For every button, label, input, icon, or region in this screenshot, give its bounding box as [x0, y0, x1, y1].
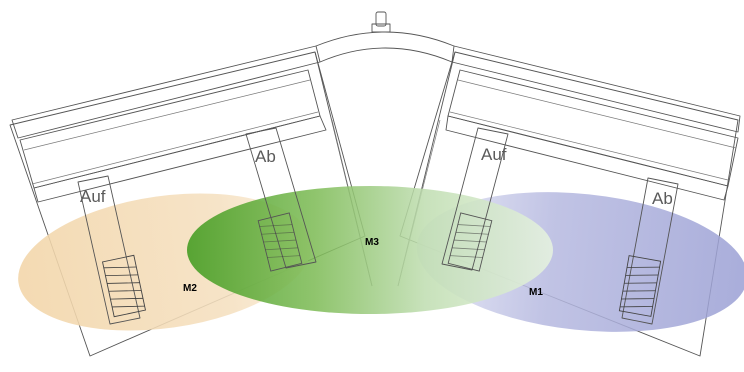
- left-inner-handle-label: Ab: [255, 147, 276, 166]
- right-ledge: [445, 115, 729, 201]
- left-inner-handle: [245, 127, 317, 272]
- zone-m3-label: M3: [365, 237, 379, 248]
- right-outer-handle: [618, 177, 679, 325]
- hinge-arc-outer: [315, 31, 455, 47]
- zone-m3-ellipse: [187, 186, 553, 314]
- top-connector: [375, 11, 387, 27]
- right-top-rail: [451, 45, 741, 133]
- zone-m2-label: M2: [183, 283, 197, 294]
- right-outer-handle-label: Ab: [652, 189, 673, 208]
- left-recess: [19, 69, 321, 189]
- left-outer-handle-label: Auf: [80, 187, 106, 206]
- zone-m1-label: M1: [529, 287, 543, 298]
- left-ledge: [33, 115, 327, 203]
- left-outer-handle: [77, 175, 147, 325]
- top-connector-base: [371, 23, 391, 33]
- right-recess: [447, 69, 739, 187]
- right-inner-handle-label: Auf: [481, 145, 507, 164]
- right-inner-handle: [441, 127, 509, 272]
- hinge-arc-inner: [319, 47, 453, 63]
- left-top-rail: [11, 45, 321, 139]
- right-wing-body: [399, 51, 739, 357]
